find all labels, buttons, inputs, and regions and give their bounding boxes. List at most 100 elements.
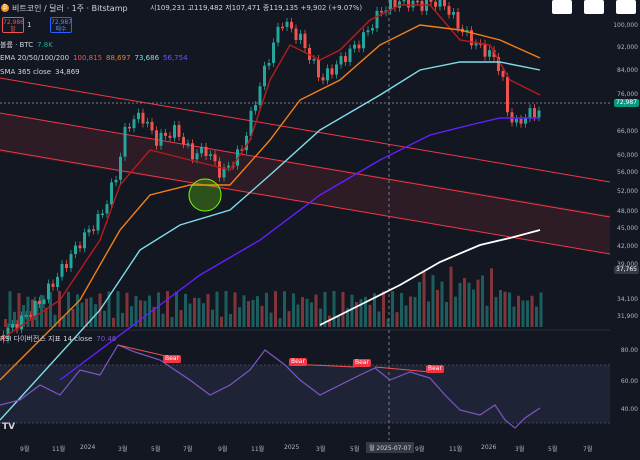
price-tick-label: 100,000 <box>613 22 638 29</box>
rsi-line <box>0 344 541 429</box>
candle <box>416 0 419 3</box>
volume-bar <box>62 315 66 327</box>
volume-bar <box>251 299 255 327</box>
price-tick-label: 60,000 <box>617 152 638 159</box>
volume-bar <box>197 298 201 327</box>
volume-bar <box>292 293 295 327</box>
volume-bar <box>229 314 232 327</box>
volume-bar <box>224 291 228 327</box>
rsi-label: RSI 다이버전스 지표 14 close <box>0 335 93 343</box>
volume-bar <box>436 289 439 327</box>
ema200-line <box>59 117 540 381</box>
symbol-title[interactable]: 비트코인 / 달러 · 1주 · Bitstamp <box>12 4 128 13</box>
volume-bar <box>481 275 484 327</box>
ohlc-readout: 시109,231 고119,482 저107,471 종119,135 +9,9… <box>150 4 363 12</box>
rsi-legend[interactable]: RSI 다이버전스 지표 14 close 70.46 <box>0 334 120 344</box>
drawing-tool-icon[interactable] <box>552 0 572 14</box>
fullscreen-icon[interactable] <box>616 0 636 14</box>
candle <box>488 50 491 57</box>
sell-button[interactable]: 72,986 팔 <box>2 17 24 33</box>
volume-bar <box>503 291 507 327</box>
divergence-line <box>117 344 171 358</box>
candle <box>164 132 167 136</box>
volume-bar <box>287 311 291 327</box>
price-tick-label: 34,100 <box>617 296 638 303</box>
time-tick-label: 2025 <box>284 444 300 451</box>
candle <box>78 245 82 249</box>
volume-bar <box>121 312 124 327</box>
sell-price: 72,986 <box>3 19 24 26</box>
sma-legend[interactable]: SMA 365 close 34,869 <box>0 68 84 76</box>
ema-legend[interactable]: EMA 20/50/100/200 100,815 88,697 73,686 56,7… <box>0 54 192 62</box>
candle <box>362 32 365 49</box>
candle <box>393 0 397 8</box>
channel-lower <box>0 149 611 255</box>
buy-button[interactable]: 72,987 매수 <box>50 17 72 33</box>
volume-bar <box>377 311 381 327</box>
candle <box>141 112 145 124</box>
volume-bar <box>161 313 165 327</box>
volume-bar <box>400 292 403 327</box>
candle <box>402 0 406 2</box>
candle <box>20 315 23 330</box>
bear-divergence-label: Bear <box>163 355 181 363</box>
time-tick-label: 9월 <box>415 446 425 453</box>
ema-label: EMA 20/50/100/200 <box>0 54 70 62</box>
candle <box>155 130 158 146</box>
volume-bar <box>35 301 39 327</box>
candle <box>258 86 262 106</box>
time-tick-label: 11월 <box>449 446 463 453</box>
alert-icon[interactable] <box>584 0 604 14</box>
volume-bar <box>8 291 12 327</box>
sma-label: SMA 365 close <box>0 68 52 76</box>
volume-bar <box>346 308 349 327</box>
volume-bar <box>40 294 43 327</box>
candle <box>191 143 194 160</box>
volume-bar <box>85 298 88 327</box>
volume-bar <box>139 300 142 327</box>
volume-bar <box>125 292 129 327</box>
time-tick-label: 3월 <box>118 446 128 453</box>
volume-bar <box>494 297 498 327</box>
candle <box>533 108 536 118</box>
volume-bar <box>188 303 192 327</box>
candle <box>227 165 230 168</box>
candle <box>254 105 257 111</box>
volume-bar <box>359 299 363 327</box>
candle <box>470 30 473 46</box>
price-tick-label: 42,000 <box>617 243 638 250</box>
candle <box>276 26 280 43</box>
volume-bar <box>539 292 543 327</box>
candle <box>501 71 505 77</box>
candle <box>213 154 217 162</box>
volume-bar <box>143 300 147 327</box>
price-tick-label: 66,000 <box>617 128 638 135</box>
ema20-value: 100,815 <box>73 54 103 62</box>
candle <box>524 118 527 124</box>
candle <box>407 0 410 8</box>
volume-bar <box>26 296 30 327</box>
volume-bar <box>296 304 300 327</box>
volume-bar <box>130 306 133 327</box>
volume-bar <box>166 291 169 327</box>
candle <box>11 324 14 328</box>
volume-bar <box>247 301 250 327</box>
volume-legend[interactable]: 볼륨 · BTC 7.8K <box>0 40 57 50</box>
sma-value: 34,869 <box>55 68 80 76</box>
price-tick-label: 48,000 <box>617 208 638 215</box>
candle <box>335 64 338 75</box>
candle <box>326 68 329 81</box>
candle <box>92 229 95 231</box>
bear-divergence-label: Bear <box>426 365 444 373</box>
candle <box>303 33 307 49</box>
time-tick-label: 7월 <box>583 446 593 453</box>
candle <box>159 132 163 146</box>
volume-bar <box>175 291 178 327</box>
volume-bar <box>458 282 462 327</box>
time-tick-label: 7월 <box>183 446 193 453</box>
volume-bar <box>116 291 120 327</box>
candle <box>65 264 68 269</box>
volume-bar <box>44 307 48 327</box>
volume-bar <box>184 293 187 327</box>
